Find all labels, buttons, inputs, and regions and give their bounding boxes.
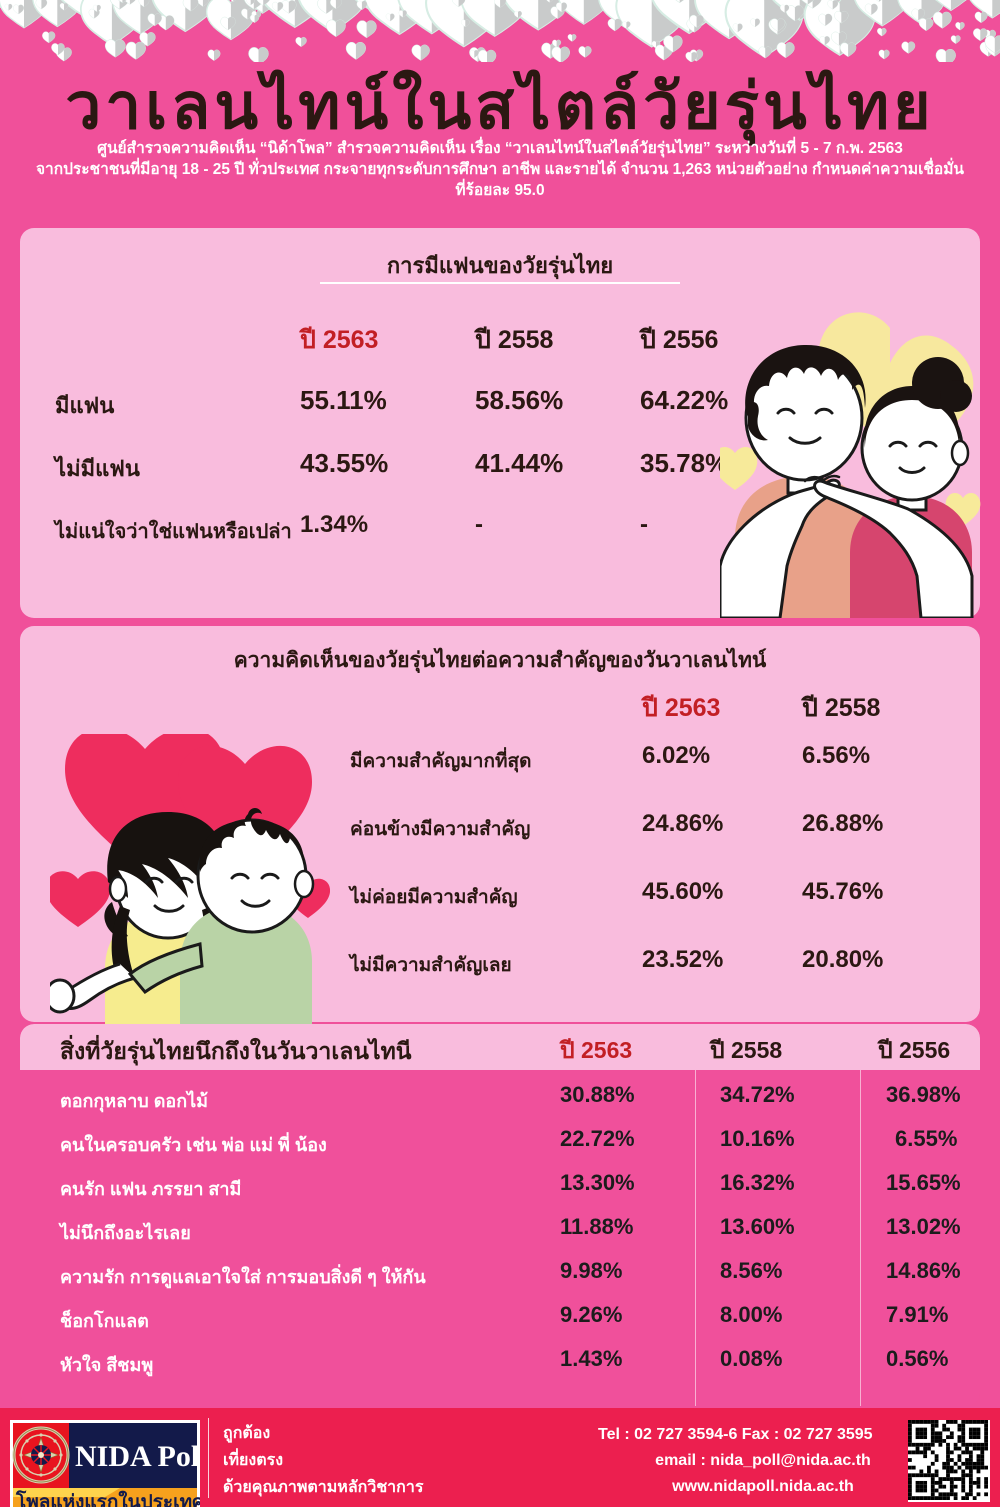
svg-text:โพลแห่งแรกในประเทศไทย: โพลแห่งแรกในประเทศไทย bbox=[15, 1490, 200, 1507]
svg-text:NIDA Poll: NIDA Poll bbox=[75, 1440, 200, 1473]
